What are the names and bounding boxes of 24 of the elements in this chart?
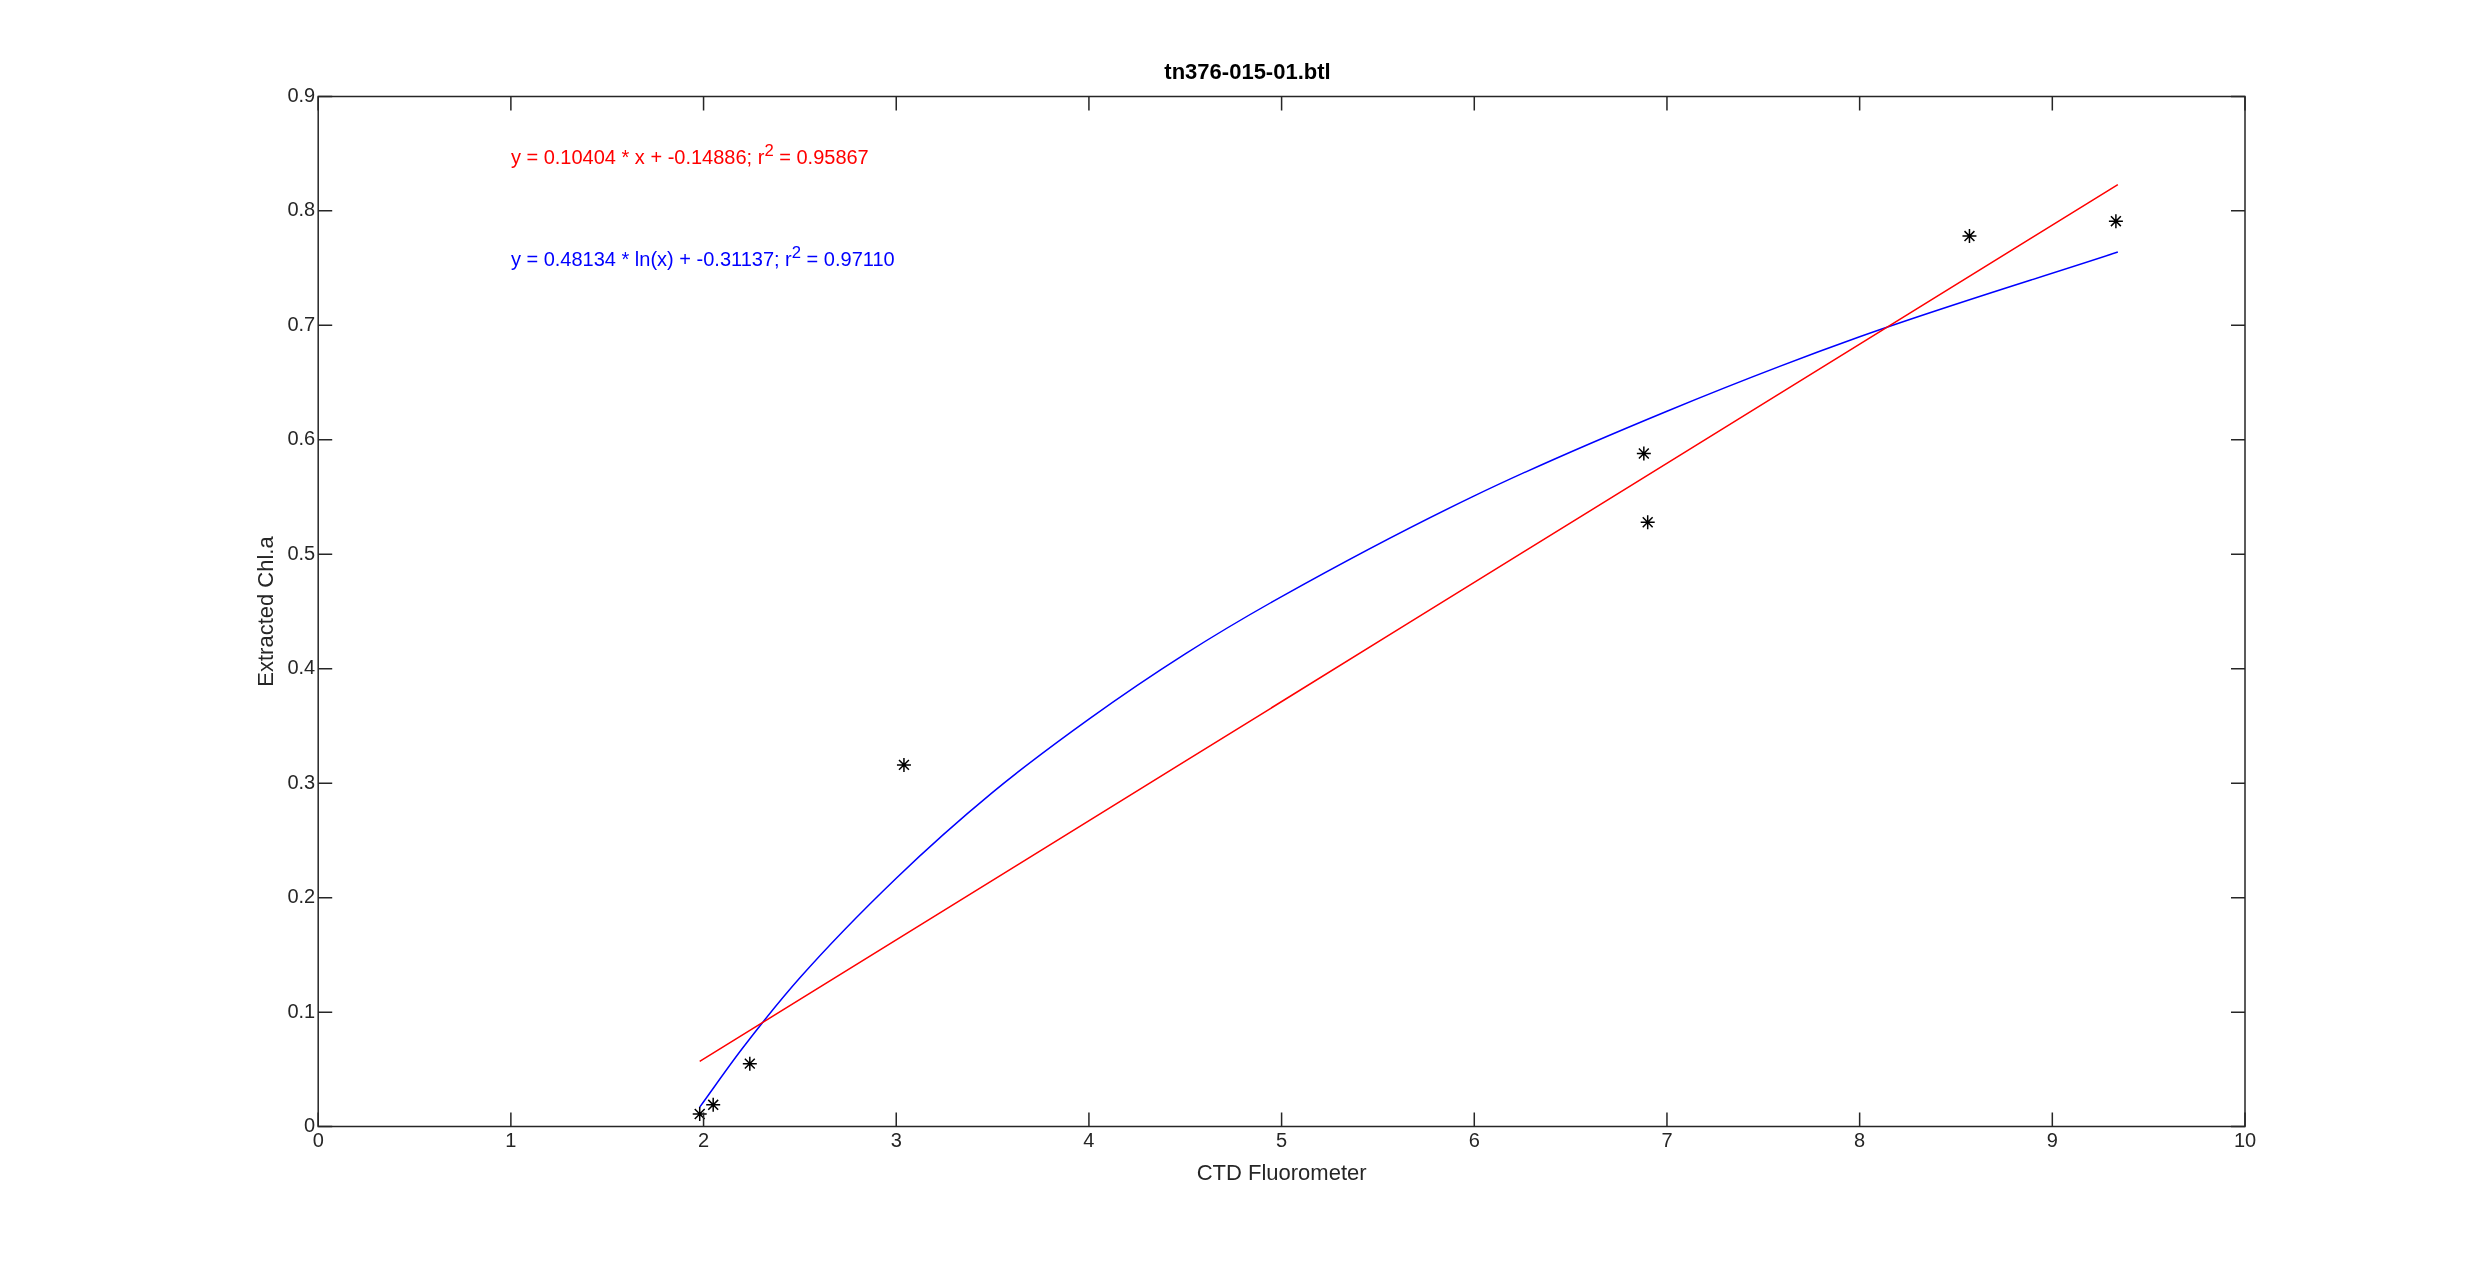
y-tick-label: 0.7 xyxy=(287,312,316,335)
y-tick-label: 0.6 xyxy=(287,427,316,450)
annotation: y = 0.10404 * x + -0.14886; r$^{2}$ = 0.95867 xyxy=(510,141,869,170)
chart-title: tn376-015-01.btl xyxy=(1164,59,1331,85)
x-tick-label: 8 xyxy=(1854,1129,1866,1152)
x-tick-label: 3 xyxy=(890,1129,902,1152)
x-tick-label: 4 xyxy=(1083,1129,1095,1152)
annotation: y = 0.48134 * ln(x) + -0.31137; r$^{2}$ = 0.97110 xyxy=(510,243,895,272)
x-tick-label: 9 xyxy=(2046,1129,2058,1152)
x-tick-label: 10 xyxy=(2233,1129,2257,1152)
y-tick-label: 0.8 xyxy=(287,198,316,221)
y-tick-label: 0.9 xyxy=(287,83,316,106)
y-tick-label: 0.5 xyxy=(287,541,316,564)
x-tick-label: 5 xyxy=(1276,1129,1288,1152)
y-tick-label: 0.2 xyxy=(287,885,316,908)
y-axis-title: Extracted Chl.a xyxy=(253,535,279,687)
x-tick-label: 6 xyxy=(1468,1129,1480,1152)
x-axis-title: CTD Fluorometer xyxy=(1196,1159,1367,1185)
y-tick-label: 0.1 xyxy=(287,999,316,1022)
y-tick-label: 0.3 xyxy=(287,770,316,793)
x-tick-label: 1 xyxy=(505,1129,517,1152)
x-tick-label: 7 xyxy=(1661,1129,1673,1152)
x-tick-label: 2 xyxy=(698,1129,710,1152)
y-tick-label: 0.4 xyxy=(287,656,316,679)
